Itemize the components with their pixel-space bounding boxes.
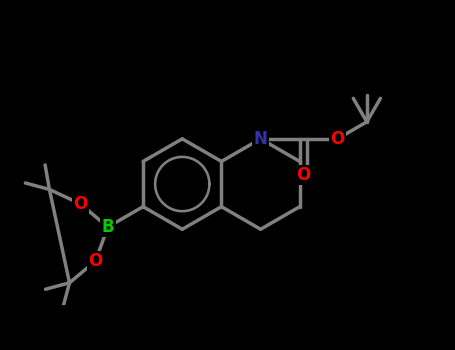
Text: O: O [88, 252, 103, 270]
Text: O: O [73, 195, 87, 213]
Text: O: O [297, 166, 311, 184]
Text: O: O [330, 130, 344, 148]
Text: N: N [254, 130, 268, 148]
Text: B: B [101, 218, 114, 236]
